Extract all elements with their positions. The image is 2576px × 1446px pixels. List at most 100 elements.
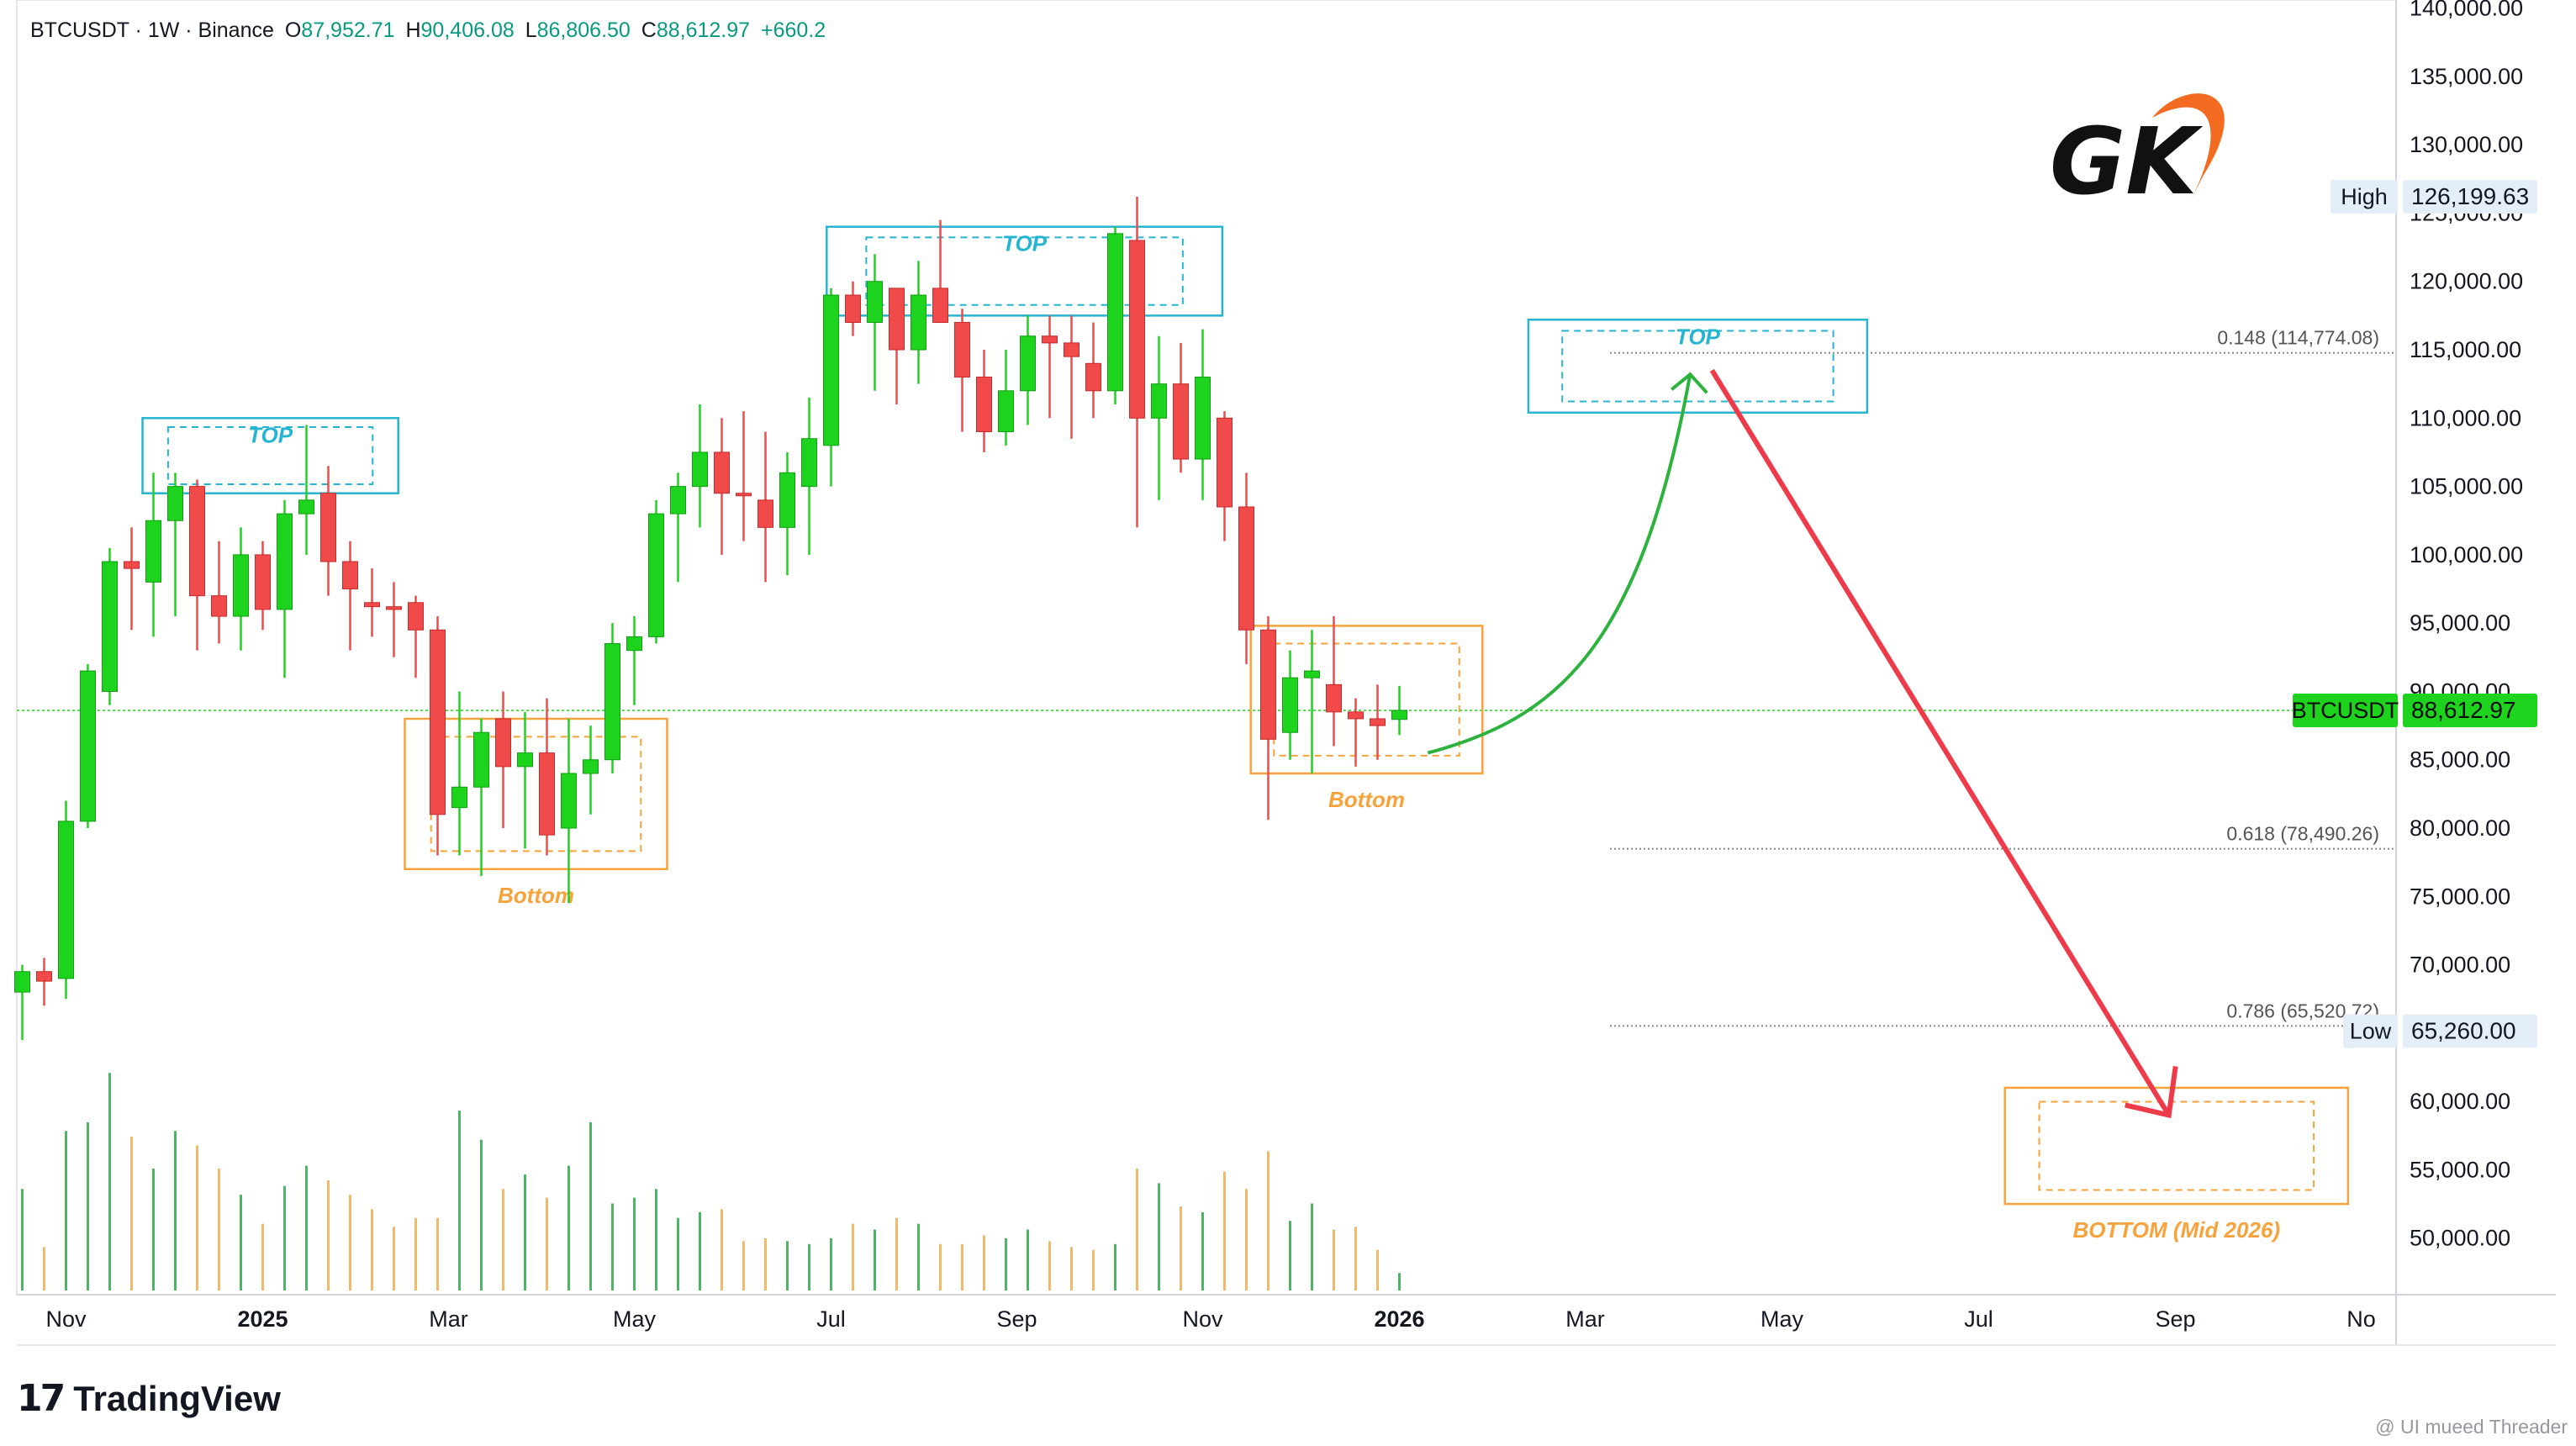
- candle-body: [408, 602, 424, 631]
- watermark: @ UI mueed Threader: [2375, 1416, 2568, 1438]
- candle-body: [1348, 711, 1364, 720]
- candle-body: [80, 670, 96, 822]
- price-tick-label: 85,000.00: [2410, 747, 2510, 773]
- candle-body: [145, 520, 161, 583]
- fib-level-label: 0.618 (78,490.26): [2226, 823, 2379, 845]
- candle-body: [911, 294, 926, 351]
- candle-body: [14, 971, 30, 993]
- low-marker-value: 65,260.00: [2411, 1018, 2516, 1044]
- open-label: O: [284, 18, 302, 42]
- low-marker-value-bg: [2403, 1014, 2537, 1048]
- current-price-marker-value: 88,612.97: [2411, 697, 2516, 723]
- candle-body: [1282, 677, 1298, 733]
- price-tick-label: 130,000.00: [2410, 132, 2523, 157]
- high-marker-value: 126,199.63: [2411, 183, 2529, 209]
- top-zone-label: TOP: [1676, 324, 1721, 349]
- current-price-marker-value-bg: [2403, 694, 2537, 727]
- candle-body: [1107, 233, 1123, 392]
- candle-body: [233, 554, 249, 617]
- close-label: C: [641, 18, 657, 42]
- price-tick-label: 105,000.00: [2410, 474, 2523, 499]
- price-tick-label: 100,000.00: [2410, 542, 2523, 567]
- candle-body: [801, 438, 817, 488]
- candle-body: [451, 786, 467, 809]
- price-tick-label: 80,000.00: [2410, 815, 2510, 841]
- projection-down-arrowhead: [2125, 1066, 2178, 1119]
- time-axis-label: May: [1760, 1306, 1804, 1332]
- price-tick-label: 70,000.00: [2410, 953, 2510, 978]
- change-value: +660.2: [761, 18, 826, 42]
- candle-body: [736, 493, 752, 497]
- candle-body: [932, 288, 948, 324]
- low-label: L: [525, 18, 537, 42]
- price-tick-label: 55,000.00: [2410, 1157, 2510, 1182]
- price-tick-label: 120,000.00: [2410, 269, 2523, 294]
- high-marker: High 126,199.63: [2331, 179, 2537, 214]
- low-marker-label: Low: [2350, 1019, 2392, 1044]
- high-marker-label: High: [2341, 184, 2388, 209]
- candle-body: [342, 561, 358, 590]
- candle-body: [1042, 335, 1058, 344]
- candle-body: [1304, 670, 1320, 678]
- high-label: H: [405, 18, 421, 42]
- gk-swoosh-icon: [2152, 93, 2225, 202]
- candle-body: [714, 451, 730, 494]
- bottom-zone-label: Bottom: [1328, 787, 1405, 812]
- time-axis-label: Mar: [1565, 1306, 1605, 1332]
- candle-body: [255, 554, 271, 610]
- gk-logo: GK: [2035, 76, 2245, 231]
- time-axis-label: Nov: [45, 1306, 87, 1332]
- high-marker-value-bg: [2403, 179, 2537, 214]
- candle-body: [998, 390, 1014, 433]
- top-zone-box: [826, 225, 1224, 317]
- current-price-marker-label-bg: [2293, 694, 2398, 727]
- candle-body: [495, 718, 511, 768]
- top-zone-label: TOP: [248, 422, 293, 447]
- candle-body: [823, 294, 839, 446]
- candle-body: [298, 499, 314, 515]
- candle-body: [1370, 718, 1386, 726]
- price-tick-label: 110,000.00: [2410, 405, 2521, 430]
- time-axis-label: Sep: [996, 1306, 1037, 1332]
- candle-body: [626, 636, 642, 652]
- bottom-zone-label: Bottom: [498, 883, 574, 908]
- bottom-zone-box: [2003, 1086, 2350, 1206]
- candle-body: [211, 595, 227, 617]
- bottom-zone-inner: [1273, 642, 1460, 757]
- time-axis-label: Jul: [1964, 1306, 1993, 1332]
- candle-body: [1238, 506, 1254, 631]
- tradingview-logo[interactable]: 17 TradingView: [17, 1377, 281, 1420]
- candle-body: [692, 451, 708, 488]
- bottom-zone-inner: [2038, 1100, 2315, 1191]
- projection-up-arrowhead: [1671, 372, 1708, 394]
- candle-body: [845, 294, 861, 324]
- gk-logo-text: GK: [2050, 108, 2204, 215]
- price-tick-label: 60,000.00: [2410, 1089, 2510, 1114]
- candle-body: [1020, 335, 1036, 392]
- price-tick-label: 115,000.00: [2410, 337, 2521, 362]
- candle-body: [779, 472, 795, 528]
- candle-body: [561, 773, 577, 829]
- low-marker-label-bg: [2343, 1014, 2398, 1048]
- candle-body: [167, 486, 183, 521]
- candle-body: [1326, 683, 1342, 713]
- candle-body: [386, 606, 402, 610]
- candle-body: [976, 377, 992, 433]
- candle-body: [1173, 383, 1189, 460]
- symbol-label[interactable]: BTCUSDT · 1W · Binance: [30, 18, 274, 42]
- candle-body: [1064, 342, 1079, 357]
- projection-down-arrow: [1709, 368, 2172, 1116]
- candle-body: [1391, 710, 1407, 720]
- tradingview-icon: 17: [17, 1377, 66, 1420]
- top-zone-inner: [865, 236, 1184, 306]
- bottom-zone-box: [404, 717, 668, 871]
- high-marker-label-bg: [2331, 179, 2398, 214]
- price-tick-label: 95,000.00: [2410, 610, 2510, 636]
- candle-body: [604, 643, 620, 761]
- candle-body: [1151, 383, 1167, 419]
- candle-body: [36, 971, 52, 982]
- time-axis-label: Sep: [2155, 1306, 2195, 1332]
- current-price-marker: BTCUSDT 88,612.97: [2292, 694, 2537, 727]
- candle-body: [102, 561, 118, 692]
